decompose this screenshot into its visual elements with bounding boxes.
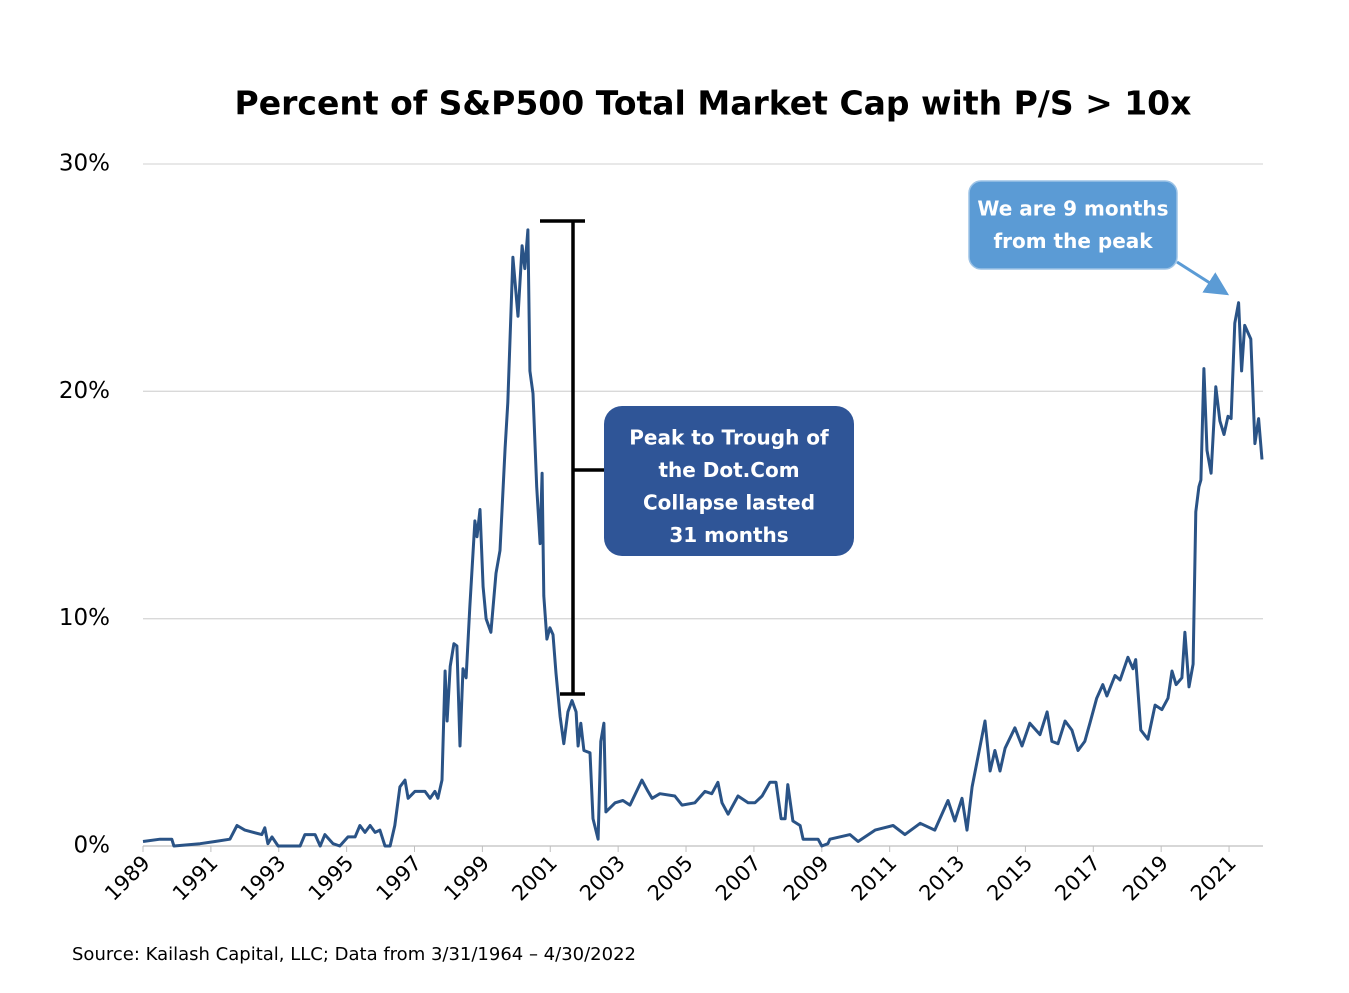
chart-title: Percent of S&P500 Total Market Cap with … [235,84,1192,123]
annotation-text: We are 9 months [977,197,1168,221]
x-tick-label: 2017 [1050,851,1105,906]
annotation-text: from the peak [993,229,1153,253]
x-tick-label: 1997 [372,851,427,906]
x-tick-label: 2015 [982,851,1037,906]
x-tick-label: 2005 [643,851,698,906]
annotation-text: 31 months [669,523,788,547]
y-tick-label: 10% [59,605,110,631]
x-tick-label: 2003 [575,851,630,906]
callout-box [968,180,1178,270]
data-line [142,228,1264,848]
x-tick-label: 2001 [507,851,562,906]
x-tick-label: 1999 [439,851,494,906]
callout-arrow [1176,260,1230,296]
x-tick-label: 2021 [1186,851,1241,906]
y-tick-label: 0% [74,833,111,859]
y-tick-label: 30% [59,151,110,177]
x-tick-label: 2019 [1118,851,1173,906]
y-tick-label: 20% [59,378,110,404]
callout-box [604,406,854,556]
x-tick-label: 2009 [779,851,834,906]
x-tick-label: 1993 [236,851,291,906]
source-note: Source: Kailash Capital, LLC; Data from … [72,944,636,965]
x-tick-label: 1995 [304,851,359,906]
annotation-text: the Dot.Com [658,458,799,482]
x-tick-label: 1989 [100,851,155,906]
x-tick-label: 2013 [915,851,970,906]
x-tick-label: 2011 [847,851,902,906]
annotation-text: Peak to Trough of [629,426,829,450]
x-tick-label: 1991 [168,851,223,906]
annotation-text: Collapse lasted [643,491,815,515]
x-tick-label: 2007 [711,851,766,906]
